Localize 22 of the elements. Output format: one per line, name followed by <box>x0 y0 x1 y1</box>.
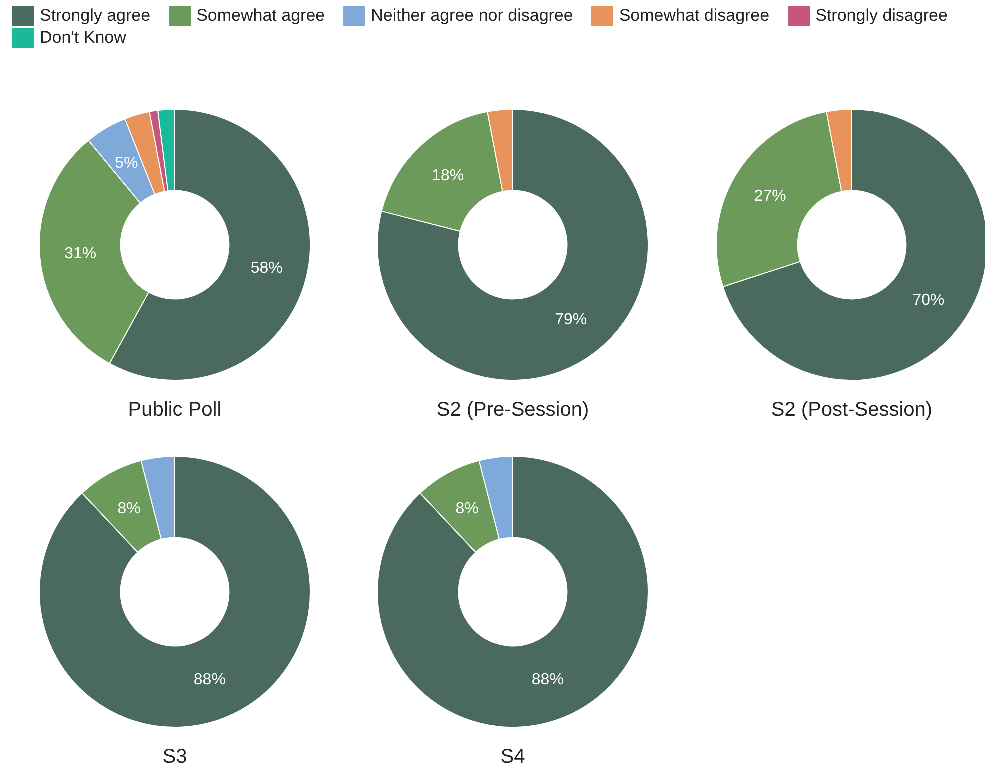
data-label: 18% <box>432 167 464 184</box>
legend-label: Strongly disagree <box>816 6 948 26</box>
text: Public Poll <box>127 399 223 422</box>
data-label: 8% <box>118 500 141 518</box>
data-label: 58% <box>250 260 283 277</box>
text: S4 <box>500 746 526 769</box>
data-label: 27% <box>754 188 786 206</box>
legend-label: Somewhat agree <box>196 6 326 26</box>
data-label: 5% <box>115 154 138 172</box>
data-label: 70% <box>912 292 945 310</box>
data-label: 79% <box>555 311 588 328</box>
legend-label: Strongly agree <box>40 6 151 26</box>
data-label: 88% <box>194 672 226 689</box>
data-label: 8% <box>456 500 479 518</box>
text: S2 (Post-Session) <box>770 399 934 422</box>
text: S3 <box>162 746 188 769</box>
data-label: 31% <box>64 245 97 262</box>
data-label: 88% <box>532 672 564 689</box>
text: S2 (Pre-Session) <box>436 399 590 422</box>
legend-label: Somewhat disagree <box>619 6 770 26</box>
legend-label: Don't Know <box>40 28 126 48</box>
legend-label: Neither agree nor disagree <box>371 6 574 26</box>
